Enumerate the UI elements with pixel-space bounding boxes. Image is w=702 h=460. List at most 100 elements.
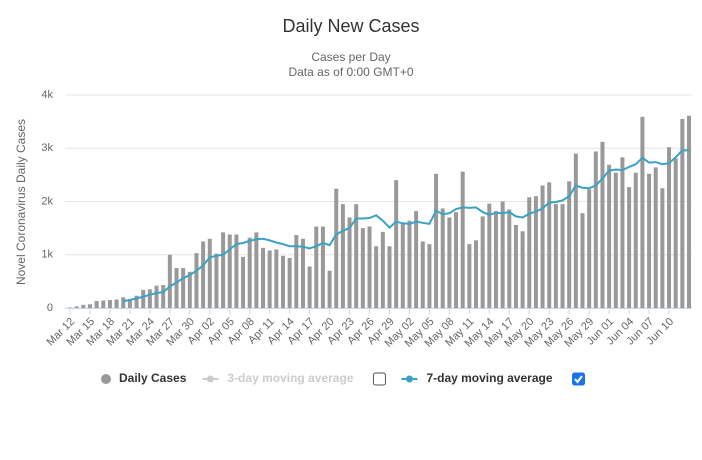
bar [667,147,672,308]
bar [480,216,485,308]
bar [427,244,432,308]
bar [300,238,305,308]
bar [640,116,645,309]
bar [141,289,146,308]
bar [633,172,638,308]
bar [400,222,405,308]
y-tick-label: 2k [41,195,53,207]
y-tick-label: 1k [41,249,53,261]
bar [187,271,192,308]
bar [647,173,652,308]
legend-checkbox[interactable] [572,372,586,386]
bar [154,285,159,308]
bar [101,300,106,308]
bar [374,246,379,308]
y-tick-label: 3k [41,142,53,154]
bar [420,241,425,308]
bar [673,158,678,308]
chart-subtitle: Cases per Day [311,50,390,64]
bar [607,164,612,308]
bar [447,217,452,308]
bar [547,182,552,308]
legend-label[interactable]: 3-day moving average [227,371,353,385]
bar [493,211,498,308]
bar [367,226,372,308]
bar [181,268,186,308]
moving-average-line [123,149,689,303]
bar [107,300,112,308]
bar [407,220,412,308]
bar [94,301,99,308]
bar [627,187,632,308]
bar [74,306,79,308]
bar [660,188,665,308]
bar [434,173,439,308]
bar [600,141,605,308]
bar [280,255,285,308]
bar [320,226,325,308]
bar [653,167,658,308]
bar [513,224,518,308]
bar [267,250,272,308]
bar [207,238,212,308]
bar [121,297,126,308]
bar [613,172,618,308]
bar [687,115,691,308]
checkbox-check [574,375,583,384]
bar [241,256,246,308]
bar [287,257,292,308]
legend-symbol [206,375,214,383]
bar [533,196,538,308]
bar [174,268,179,308]
legend-label[interactable]: 7-day moving average [426,371,552,385]
bar [460,171,465,308]
bar [261,247,266,308]
bar [587,189,592,308]
bar [580,213,585,308]
bar [620,157,625,308]
bar [540,185,545,308]
bar [161,285,166,308]
bar [487,203,492,308]
legend-symbol [405,375,413,383]
bar [274,249,279,308]
legend-symbol [101,374,111,384]
chart-subtitle: Data as of 0:00 GMT+0 [288,65,413,79]
bar [294,235,299,308]
bar [414,211,419,308]
bar [354,204,359,308]
bar [387,246,392,308]
bar [194,253,199,308]
bar [567,181,572,308]
bar [87,304,92,308]
bar [254,232,259,308]
bar [560,204,565,308]
bar [68,307,72,308]
y-tick-label: 4k [41,89,53,101]
legend-checkbox[interactable] [372,372,386,386]
bar [167,254,172,308]
bar [474,240,479,308]
legend-label[interactable]: Daily Cases [119,371,187,385]
bar [307,266,312,308]
bar [440,208,445,308]
bar [347,217,352,308]
bar [114,299,119,308]
bar [201,241,206,308]
bar [454,212,459,308]
bar [134,295,139,308]
bar [247,237,252,308]
bar [520,231,525,308]
bar [340,204,345,308]
bar [147,289,152,308]
y-axis-label: Novel Coronavirus Daily Cases [14,119,28,285]
bar [593,151,598,308]
bar [500,201,505,308]
bar [573,153,578,308]
bar [81,304,86,308]
bar [380,231,385,308]
bar [227,234,232,308]
bar [214,253,219,308]
bar [221,232,226,308]
